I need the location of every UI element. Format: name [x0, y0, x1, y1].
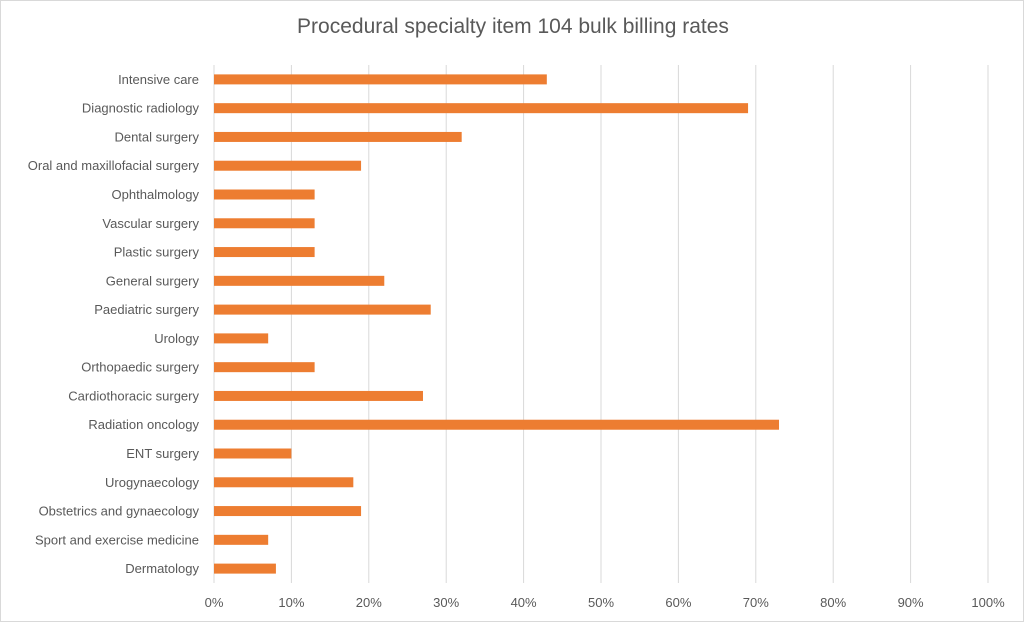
bar — [214, 275, 385, 286]
category-label: ENT surgery — [126, 446, 199, 461]
x-tick-label: 80% — [820, 595, 846, 610]
category-label: General surgery — [106, 273, 200, 288]
bar — [214, 534, 269, 545]
bar — [214, 160, 362, 171]
x-tick-label: 0% — [205, 595, 224, 610]
bar — [214, 304, 431, 315]
category-label: Obstetrics and gynaecology — [39, 504, 200, 519]
x-tick-label: 100% — [971, 595, 1005, 610]
category-label: Urology — [154, 331, 199, 346]
bar — [214, 74, 547, 85]
x-tick-label: 50% — [588, 595, 614, 610]
category-label: Orthopaedic surgery — [81, 360, 199, 375]
bar — [214, 477, 354, 488]
category-label: Dermatology — [125, 561, 199, 576]
category-label: Urogynaecology — [105, 475, 199, 490]
x-tick-label: 90% — [898, 595, 924, 610]
bar — [214, 218, 315, 229]
x-tick-label: 10% — [278, 595, 304, 610]
category-label: Sport and exercise medicine — [35, 532, 199, 547]
category-label: Paediatric surgery — [94, 302, 199, 317]
category-label: Ophthalmology — [112, 187, 200, 202]
x-tick-label: 30% — [433, 595, 459, 610]
x-tick-label: 70% — [743, 595, 769, 610]
bar — [214, 390, 423, 401]
category-label: Plastic surgery — [114, 245, 200, 260]
bar — [214, 103, 749, 114]
bar — [214, 247, 315, 258]
bar — [214, 189, 315, 200]
bar — [214, 419, 780, 430]
bar — [214, 563, 276, 574]
bar — [214, 333, 269, 344]
category-label: Vascular surgery — [102, 216, 199, 231]
category-label: Cardiothoracic surgery — [68, 388, 199, 403]
category-label: Dental surgery — [114, 129, 199, 144]
category-label: Oral and maxillofacial surgery — [28, 158, 200, 173]
category-label: Intensive care — [118, 72, 199, 87]
x-tick-label: 40% — [511, 595, 537, 610]
x-tick-label: 60% — [665, 595, 691, 610]
chart-title: Procedural specialty item 104 bulk billi… — [297, 15, 729, 38]
bar — [214, 506, 362, 517]
bar — [214, 131, 462, 142]
category-label: Radiation oncology — [88, 417, 199, 432]
x-tick-label: 20% — [356, 595, 382, 610]
category-label: Diagnostic radiology — [82, 101, 200, 116]
bar — [214, 362, 315, 373]
bar — [214, 448, 292, 459]
